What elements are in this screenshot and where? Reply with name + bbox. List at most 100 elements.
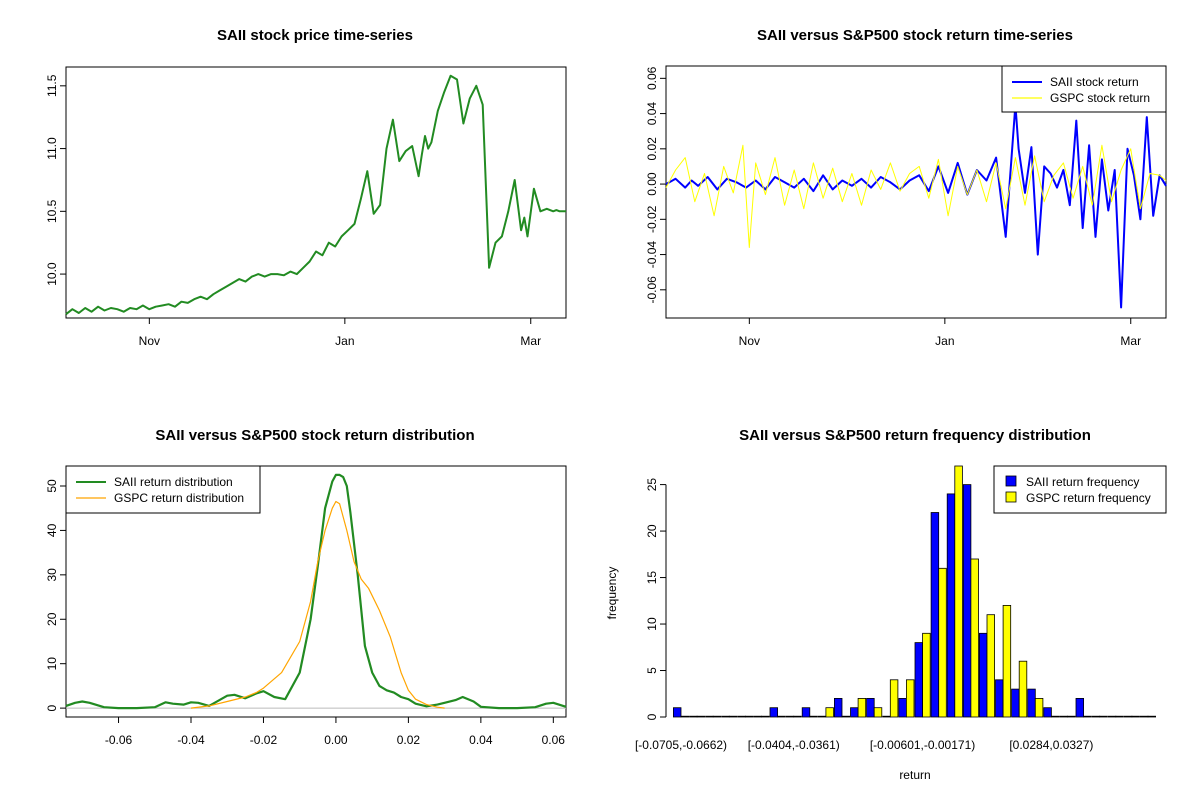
price-chart-title: SAII stock price time-series [217,27,413,44]
frequency-bar-gspc-return-frequency [873,707,883,718]
frequency-bar-gspc-return-frequency [986,614,995,718]
returns-x-tick-label: Nov [739,334,760,348]
frequency-bar-saii-return-frequency [995,679,1004,718]
frequency-bar-saii-return-frequency [1075,698,1084,718]
price-y-tick-label: 10.5 [45,199,59,223]
frequency-y-tick-label: 25 [645,478,659,492]
returns-y-tick-label: -0.06 [645,276,659,304]
density-chart-title: SAII versus S&P500 stock return distribu… [155,427,474,444]
frequency-bar-saii-return-frequency [1043,707,1052,718]
frequency-legend-saii-swatch [1005,475,1017,487]
frequency-y-tick-label: 5 [645,667,659,674]
density-y-tick-label: 40 [45,523,59,537]
frequency-y-tick-label: 20 [645,524,659,538]
frequency-bar-gspc-return-frequency [761,715,770,718]
frequency-bar-gspc-return-frequency [793,715,802,718]
returns-x-tick-label: Jan [935,334,954,348]
frequency-bar-saii-return-frequency [785,715,795,718]
frequency-legend: SAII return frequency GSPC return freque… [993,465,1167,514]
frequency-bar-gspc-return-frequency [1002,605,1012,718]
density-y-tick-label: 50 [45,479,59,493]
frequency-bar-saii-return-frequency [737,715,746,718]
frequency-bar-gspc-return-frequency [1067,715,1076,718]
frequency-bar-saii-return-frequency [962,484,972,718]
density-plot-frame [65,465,567,718]
frequency-bar-gspc-return-frequency [1051,715,1060,718]
density-panel: SAII versus S&P500 stock return distribu… [45,427,567,747]
returns-y-tick-label: 0.04 [645,102,659,126]
price-y-tick-label: 11.5 [45,74,59,97]
frequency-bar-gspc-return-frequency [970,558,979,718]
frequency-bar-saii-return-frequency [1027,688,1036,718]
frequency-bar-gspc-return-frequency [954,465,963,718]
density-legend-box [65,465,261,514]
frequency-bar-gspc-return-frequency [777,715,786,718]
price-y-tick-label: 11.0 [45,137,59,160]
returns-series-gspc-stock-return [665,144,1167,248]
frequency-x-tick-label: [-0.0404,-0.0361) [748,738,840,752]
returns-x-tick-label: Mar [1120,334,1141,348]
frequency-panel: SAII versus S&P500 return frequency dist… [605,427,1167,782]
frequency-bar-gspc-return-frequency [680,715,689,718]
frequency-bar-gspc-return-frequency [922,632,931,718]
price-plot-area: 10.0 10.5 11.0 11.5 Nov Jan Mar [45,74,566,348]
frequency-bar-gspc-return-frequency [857,698,867,718]
frequency-chart-title: SAII versus S&P500 return frequency dist… [739,427,1091,444]
returns-y-tick-label: -0.02 [645,205,659,233]
returns-chart-title: SAII versus S&P500 stock return time-ser… [757,27,1073,44]
density-x-tick-label: -0.04 [177,733,205,747]
frequency-bar-saii-return-frequency [1011,688,1020,718]
frequency-bar-gspc-return-frequency [841,715,850,718]
density-x-tick-label: -0.02 [250,733,278,747]
frequency-bar-gspc-return-frequency [1099,715,1108,718]
frequency-bar-saii-return-frequency [769,707,778,718]
frequency-bar-saii-return-frequency [914,642,923,718]
returns-legend-box [1001,65,1167,113]
price-x-tick-label: Nov [139,334,160,348]
density-x-tick-label: 0.04 [469,733,493,747]
density-x-tick-label: 0.00 [324,733,348,747]
frequency-bar-gspc-return-frequency [1147,715,1156,718]
frequency-plot-area: 0 5 10 15 20 25 [-0.0705,-0.0662) [-0.0404,-0.0… [635,465,1156,752]
density-x-tick-label: 0.02 [397,733,421,747]
frequency-y-tick-label: 10 [645,617,659,631]
frequency-bar-saii-return-frequency [705,715,714,718]
frequency-bar-saii-return-frequency [930,512,940,718]
frequency-bar-saii-return-frequency [866,698,875,718]
density-y-tick-label: 20 [45,612,59,626]
frequency-x-tick-label: [-0.0705,-0.0662) [635,738,727,752]
frequency-bar-saii-return-frequency [1091,715,1101,718]
frequency-bar-gspc-return-frequency [712,715,722,718]
frequency-bar-gspc-return-frequency [825,707,834,718]
frequency-bar-saii-return-frequency [817,715,827,718]
density-series-saii-return-distribution [65,473,567,710]
frequency-x-tick-label: [-0.00601,-0.00171) [870,738,975,752]
density-y-tick-label: 0 [45,704,59,711]
returns-y-tick-label: 0.02 [645,137,659,161]
frequency-legend-gspc-swatch [1005,491,1017,503]
density-legend: SAII return distribution GSPC return dis… [65,465,261,514]
frequency-bar-gspc-return-frequency [938,567,947,718]
frequency-bar-saii-return-frequency [946,493,956,718]
density-y-tick-label: 10 [45,657,59,671]
returns-y-tick-label: 0.00 [645,172,659,196]
returns-y-tick-label: 0.06 [645,66,659,90]
frequency-bar-saii-return-frequency [979,632,988,718]
frequency-bar-gspc-return-frequency [728,715,738,718]
density-legend-saii-label: SAII return distribution [114,475,233,489]
frequency-bar-saii-return-frequency [1123,715,1133,718]
price-x-tick-label: Jan [335,334,354,348]
returns-series-saii-stock-return [665,103,1167,309]
frequency-bar-saii-return-frequency [882,715,891,718]
frequency-bar-gspc-return-frequency [1115,715,1124,718]
frequency-bar-saii-return-frequency [673,707,682,718]
returns-plot-area: -0.06 -0.04 -0.02 0.00 0.02 0.04 0.06 Nov Jan Mar [645,66,1167,348]
returns-panel: SAII versus S&P500 stock return time-ser… [645,27,1167,348]
frequency-bar-saii-return-frequency [801,707,811,718]
density-x-tick-label: -0.06 [105,733,133,747]
frequency-x-axis-label: return [899,768,930,782]
density-y-tick-label: 30 [45,568,59,582]
frequency-bar-saii-return-frequency [834,698,843,718]
frequency-y-tick-label: 0 [645,713,659,720]
